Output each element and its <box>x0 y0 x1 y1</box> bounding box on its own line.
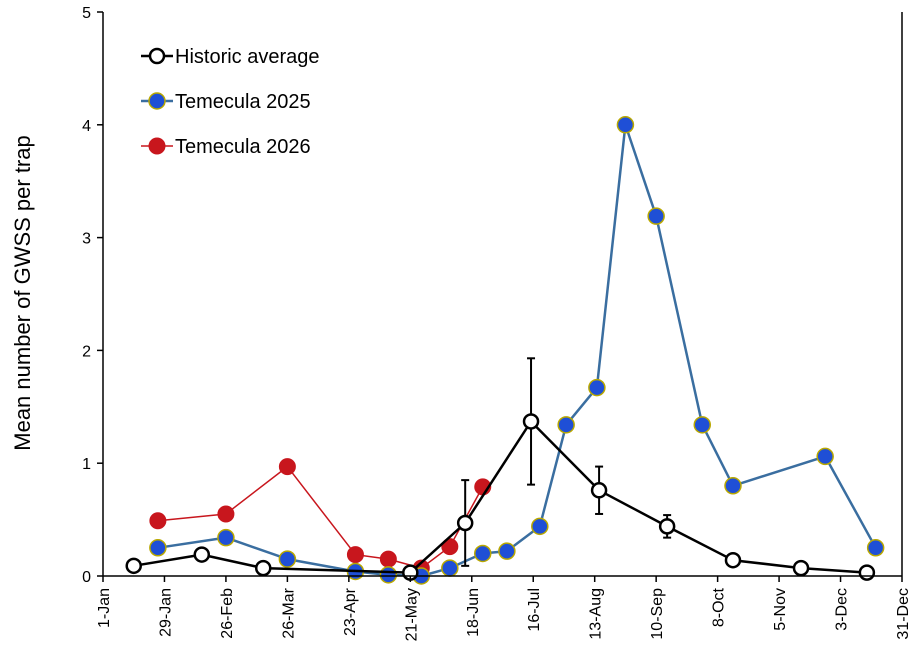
data-point <box>858 564 876 581</box>
data-point <box>149 539 167 557</box>
legend-item-temecula-2025: Temecula 2025 <box>141 91 311 113</box>
data-point <box>473 544 492 563</box>
x-tick-label: 26-Mar <box>280 587 297 638</box>
data-point <box>647 207 665 225</box>
data-point <box>379 566 398 584</box>
data-point <box>278 458 296 476</box>
x-tick-label: 8-Oct <box>711 587 728 627</box>
x-tick-label: 31-Dec <box>895 588 910 640</box>
series-layer <box>125 116 885 585</box>
data-point <box>590 482 608 499</box>
y-tick-label: 0 <box>82 569 91 586</box>
series-temecula-2025 <box>149 116 885 585</box>
axes-layer: 0 1 2 3 4 5 1-Jan 29-Jan 26-Feb 26-Mar 23-Apr 21-Ma… <box>82 5 910 641</box>
data-point <box>792 559 810 577</box>
legend-label: Temecula 2026 <box>175 136 311 158</box>
y-tick-label: 4 <box>82 118 91 135</box>
data-point <box>217 528 235 547</box>
x-tick-label: 21-May <box>403 588 420 641</box>
series-line <box>157 123 877 578</box>
data-point <box>658 518 676 535</box>
data-point <box>441 538 459 556</box>
data-point <box>724 551 742 569</box>
x-tick-label: 3-Dec <box>834 588 851 631</box>
y-axis-title: Mean number of GWSS per trap <box>10 135 35 450</box>
legend-label: Historic average <box>175 46 320 68</box>
x-tick-label: 29-Jan <box>157 588 174 637</box>
data-point <box>522 413 540 430</box>
x-tick-label: 16-Jul <box>526 588 543 632</box>
y-tick-label: 3 <box>82 231 91 248</box>
x-tick-label: 10-Sep <box>649 588 666 640</box>
x-tick-label: 18-Jun <box>465 588 482 637</box>
y-tick-label: 5 <box>82 5 91 22</box>
data-point <box>616 116 635 134</box>
x-tick-label: 1-Jan <box>96 588 113 628</box>
data-point <box>588 378 606 397</box>
data-point <box>254 559 272 577</box>
data-point <box>531 517 549 536</box>
legend: Historic average Temecula 2025 Temecula 20… <box>141 46 320 158</box>
data-point <box>217 505 235 523</box>
data-point <box>346 546 364 564</box>
legend-marker <box>148 47 166 65</box>
data-point <box>456 514 474 532</box>
legend-item-temecula-2026: Temecula 2026 <box>141 136 311 158</box>
data-point <box>441 559 459 577</box>
x-tick-label: 26-Feb <box>219 588 236 639</box>
legend-label: Temecula 2025 <box>175 91 311 113</box>
y-tick-label: 2 <box>82 343 91 360</box>
x-tick-label: 5-Nov <box>772 588 789 631</box>
data-point <box>498 542 516 560</box>
data-point <box>724 477 742 495</box>
data-point <box>193 546 211 563</box>
data-point <box>379 550 397 568</box>
data-point <box>149 512 167 530</box>
data-point <box>557 416 575 434</box>
x-tick-label: 23-Apr <box>342 587 359 636</box>
data-point <box>693 416 711 434</box>
data-point <box>125 557 142 575</box>
data-point <box>816 447 834 466</box>
legend-marker <box>148 92 166 110</box>
legend-marker <box>148 137 166 155</box>
x-tick-label: 13-Aug <box>588 588 605 640</box>
legend-item-historic-average: Historic average <box>141 46 320 68</box>
data-point <box>866 539 885 557</box>
series-historic-average <box>125 357 876 581</box>
y-tick-label: 1 <box>82 456 91 473</box>
data-point <box>278 550 297 568</box>
